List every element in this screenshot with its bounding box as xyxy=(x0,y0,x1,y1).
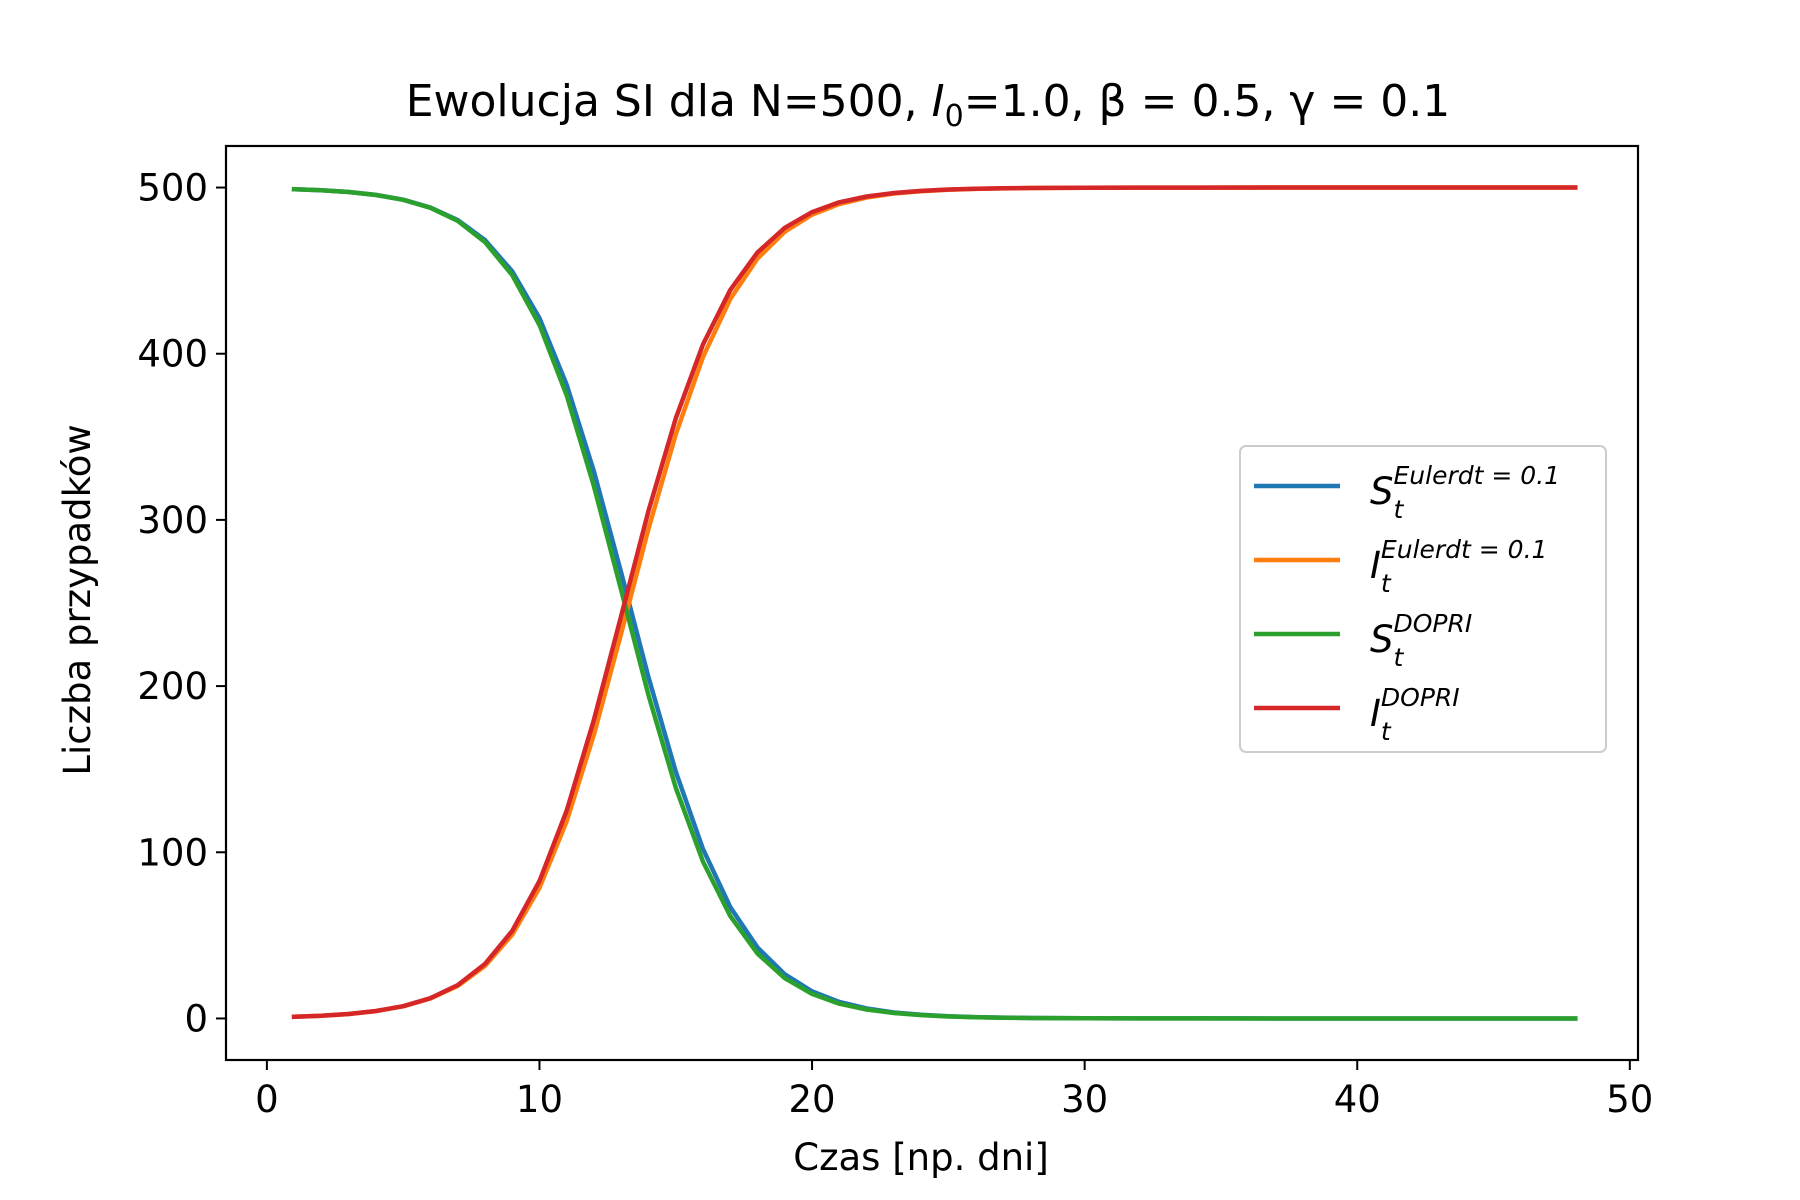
x-tick-label: 20 xyxy=(789,1078,836,1121)
plot-area xyxy=(291,185,1578,1021)
legend-label-2: IEulerdt = 0.1 t xyxy=(1370,535,1547,598)
legend-label-4: IDOPRI t xyxy=(1370,683,1460,746)
y-tick-label: 100 xyxy=(137,831,208,874)
legend-label-3: SDOPRI t xyxy=(1370,609,1472,672)
x-tick-label: 0 xyxy=(255,1078,279,1121)
axes-frame xyxy=(224,144,1640,1062)
y-tick-label: 300 xyxy=(137,499,208,542)
x-axis-label: Czas [np. dni] xyxy=(793,1136,1049,1179)
legend-box xyxy=(1239,445,1607,753)
y-tick-label: 400 xyxy=(137,333,208,376)
x-tick-label: 40 xyxy=(1334,1078,1381,1121)
legend: SEulerdt = 0.1 t IEulerdt = 0.1 t SDOPRI t IDO… xyxy=(1239,445,1607,753)
legend-label-1: SEulerdt = 0.1 t xyxy=(1370,461,1560,524)
y-axis-label: Liczba przypadków xyxy=(56,424,99,775)
y-tick-label: 200 xyxy=(137,665,208,708)
chart-title: Ewolucja SI dla N=500, I0=1.0, β = 0.5, … xyxy=(406,76,1451,134)
x-tick-label: 10 xyxy=(516,1078,563,1121)
x-tick-label: 30 xyxy=(1061,1078,1108,1121)
y-tick-label: 500 xyxy=(137,167,208,210)
series-line-4 xyxy=(291,185,1578,1020)
series-line-3 xyxy=(291,186,1578,1021)
x-tick-label: 50 xyxy=(1606,1078,1653,1121)
y-tick-label: 0 xyxy=(184,997,208,1040)
